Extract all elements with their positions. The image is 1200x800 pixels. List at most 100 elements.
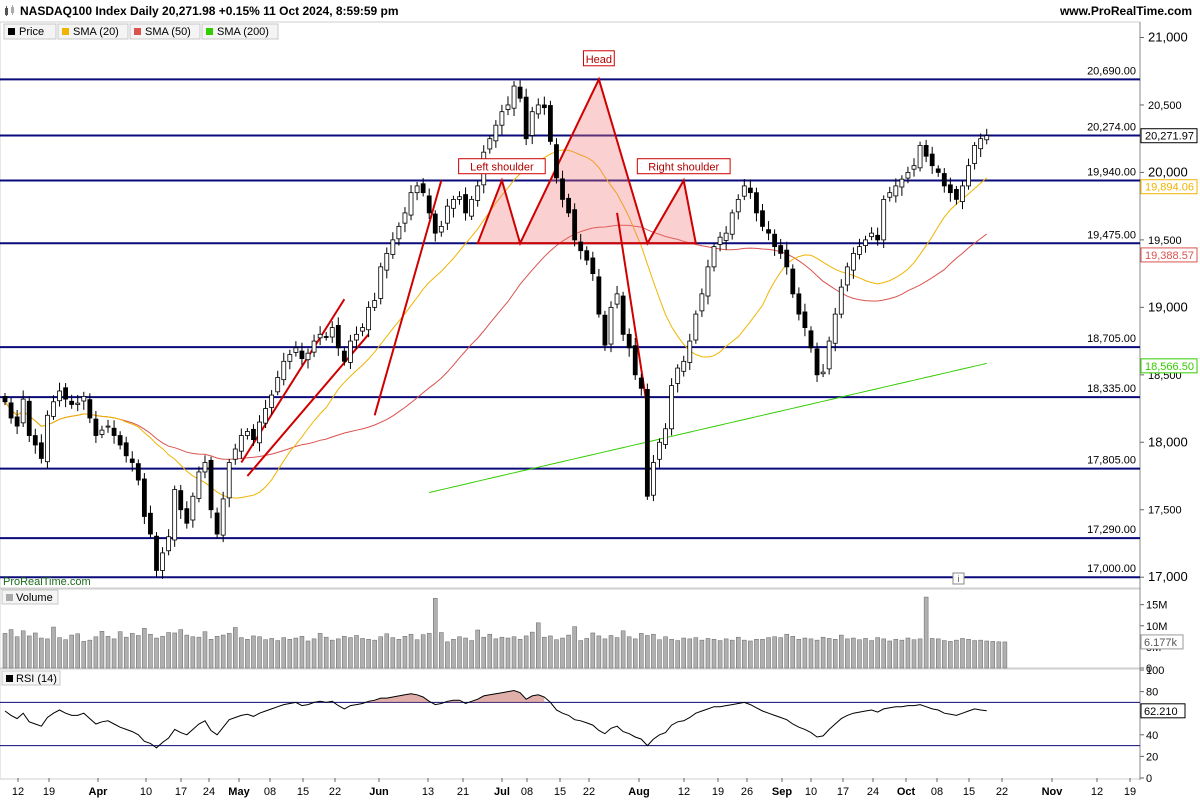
candle	[135, 459, 141, 486]
x-tick-label: 22	[583, 786, 595, 798]
candle-body	[511, 85, 517, 109]
volume-bar	[117, 631, 123, 669]
candle	[38, 434, 44, 464]
candle-body	[463, 194, 468, 214]
candle-body	[723, 232, 729, 241]
candle-body	[687, 340, 693, 363]
candle-body	[535, 104, 541, 115]
candle	[844, 262, 850, 292]
candle-body	[105, 425, 111, 428]
volume-bar	[832, 639, 838, 669]
site-link[interactable]: www.ProRealTime.com	[1059, 4, 1192, 18]
candle	[432, 210, 438, 242]
candle	[384, 247, 390, 279]
volume-bar	[378, 636, 383, 669]
candle	[408, 185, 414, 221]
candle	[220, 491, 226, 543]
volume-bar	[839, 634, 844, 669]
candle	[554, 138, 559, 184]
legend-swatch	[206, 28, 213, 35]
candle-body	[341, 350, 347, 362]
candle-body	[214, 512, 220, 535]
candle	[711, 243, 717, 272]
candle-body	[426, 195, 432, 214]
candle-body	[548, 105, 553, 142]
volume-tick-label: 15M	[1146, 600, 1167, 612]
volume-bar	[142, 628, 147, 669]
volume-bar	[190, 636, 196, 669]
candle-body	[390, 239, 396, 255]
legend-label: SMA (20)	[73, 26, 119, 38]
candle-body	[869, 232, 874, 238]
candle-body	[317, 333, 323, 339]
volume-bar	[784, 633, 789, 669]
candle	[602, 310, 608, 351]
volume-tick-label: 0	[1146, 663, 1152, 675]
candle	[390, 232, 396, 259]
candle	[657, 438, 662, 468]
volume-bar	[317, 633, 323, 669]
volume-bar	[911, 639, 917, 669]
candle	[802, 303, 808, 337]
candle	[917, 141, 923, 172]
level-label: 20,274.00	[1087, 121, 1136, 133]
rsi-legend-box	[1, 670, 61, 686]
volume-bar	[857, 639, 862, 669]
volume-bar	[287, 639, 293, 669]
candle-body	[608, 306, 614, 345]
candle-body	[572, 209, 578, 241]
candle	[863, 235, 868, 253]
candle	[596, 268, 602, 318]
candle	[590, 251, 596, 281]
candle	[784, 241, 790, 275]
volume-bar	[420, 634, 426, 669]
candle-body	[251, 428, 256, 440]
legend-swatch	[62, 28, 69, 35]
volume-bar	[942, 640, 947, 669]
rsi-current-label: 62.210	[1144, 706, 1178, 718]
candle	[887, 186, 893, 202]
candle-body	[366, 306, 372, 331]
candle-body	[935, 168, 941, 173]
info-icon-glyph: i	[958, 574, 960, 584]
volume-current-box	[1140, 634, 1184, 650]
candle	[214, 507, 220, 539]
candle-body	[493, 124, 499, 142]
candle-body	[469, 199, 475, 217]
candle	[396, 222, 402, 246]
sma20-line	[4, 149, 988, 499]
volume-legend-label: Volume	[16, 592, 53, 604]
volume-bar	[87, 639, 93, 669]
candle	[348, 334, 353, 370]
volume-bar	[596, 635, 602, 669]
candle-body	[529, 111, 535, 136]
volume-bar	[675, 640, 680, 669]
candle	[208, 456, 214, 519]
candle	[699, 288, 705, 317]
volume-bar	[978, 639, 983, 669]
candle	[123, 436, 129, 463]
candle-body	[244, 431, 250, 436]
volume-bar	[669, 639, 674, 669]
volume-bar	[245, 639, 250, 669]
candle	[560, 170, 565, 208]
candle	[620, 291, 626, 341]
candle	[354, 326, 359, 349]
candle-body	[160, 552, 165, 571]
candle	[826, 336, 832, 375]
candle	[772, 229, 778, 256]
candle	[511, 81, 517, 117]
level-label: 18,335.00	[1087, 383, 1136, 395]
candle	[190, 492, 196, 528]
candle-body	[796, 293, 802, 315]
legend-label: SMA (200)	[217, 26, 269, 38]
candle-body	[602, 314, 608, 346]
volume-bar	[202, 631, 208, 669]
rsi-tick-label: 80	[1146, 687, 1158, 699]
volume-bar	[554, 639, 559, 669]
legend-box	[3, 23, 57, 40]
candle-body	[487, 138, 493, 150]
volume-bar	[402, 636, 408, 669]
candle	[105, 419, 111, 433]
